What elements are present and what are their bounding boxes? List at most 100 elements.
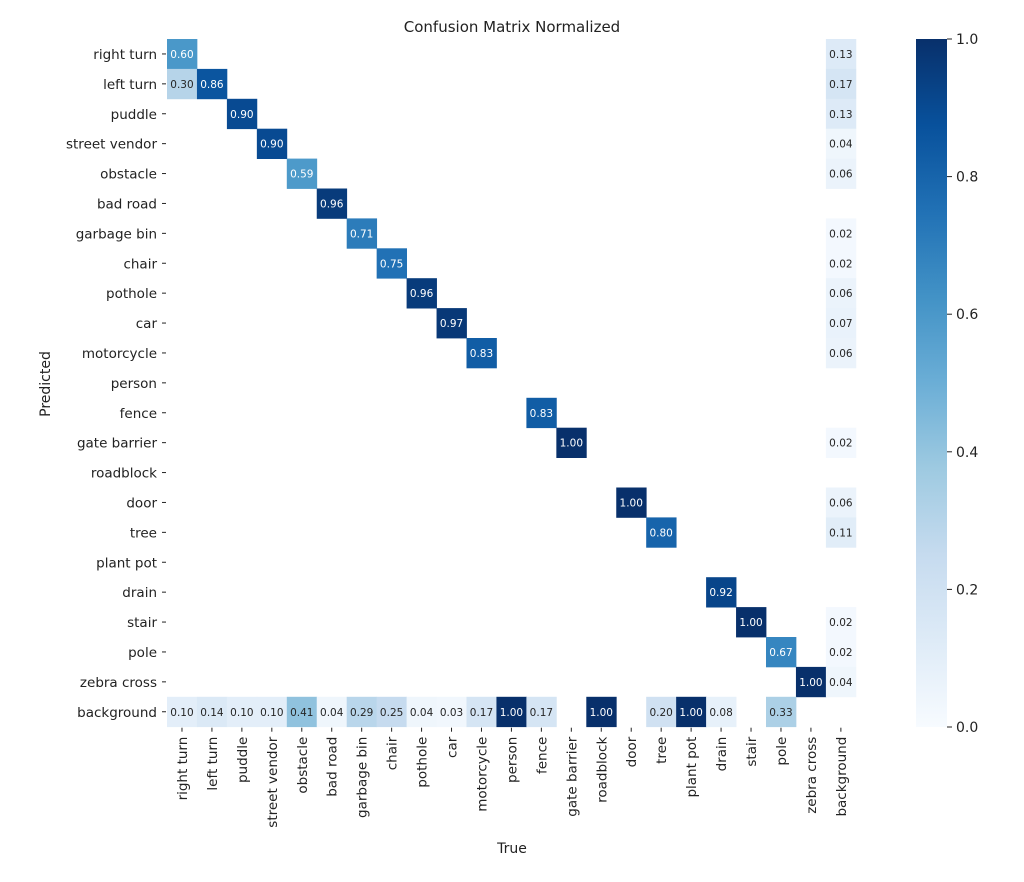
y-tick-label: obstacle	[100, 167, 157, 183]
heatmap-cell	[825, 338, 857, 369]
cell-value-label: 0.96	[320, 198, 344, 210]
y-tick-label: fence	[120, 406, 157, 422]
x-tick-label: drain	[714, 737, 730, 772]
cell-value-label: 0.04	[410, 707, 434, 719]
y-tick-label: plant pot	[96, 555, 157, 571]
heatmap-cell	[646, 517, 677, 548]
y-tick-label: garbage bin	[76, 226, 157, 242]
x-tick-label: motorcycle	[474, 737, 490, 812]
cell-value-label: 0.20	[649, 707, 672, 719]
heatmap-cell	[346, 696, 378, 728]
x-tick-label: garbage bin	[355, 737, 371, 818]
cell-value-label: 0.03	[440, 707, 463, 719]
x-tick-labels: right turn left turn puddle street vendor ob…	[175, 727, 850, 828]
x-tick-label: zebra cross	[804, 737, 820, 814]
heatmap-cell	[676, 696, 707, 728]
x-tick-label: left turn	[205, 737, 221, 791]
heatmap-cell	[706, 696, 737, 728]
cell-value-label: 0.90	[260, 139, 283, 151]
cell-value-label: 0.08	[709, 707, 732, 719]
cell-value-label: 0.10	[260, 707, 283, 719]
x-tick-label: pole	[774, 737, 790, 766]
cell-value-label: 0.06	[829, 169, 853, 181]
heatmap-cell	[825, 487, 857, 518]
cell-value-label: 0.10	[170, 707, 193, 719]
heatmap-cell	[825, 128, 857, 159]
cell-value-label: 0.83	[470, 348, 493, 360]
x-tick-label: street vendor	[265, 736, 281, 827]
colorbar-tick-label: 0.0	[956, 720, 978, 736]
heatmap-cell	[825, 218, 857, 249]
heatmap-cell	[167, 696, 198, 728]
heatmap-cell	[286, 158, 318, 189]
heatmap-cell	[586, 696, 617, 728]
heatmap-cell	[167, 68, 198, 100]
heatmap-cell	[376, 696, 407, 728]
x-axis-label: True	[496, 841, 527, 857]
heatmap-cell	[556, 427, 587, 458]
heatmap-cell	[825, 248, 857, 279]
heatmap-cell	[825, 607, 857, 638]
cell-value-label: 0.67	[769, 647, 792, 659]
cell-value-label: 0.30	[170, 79, 193, 91]
colorbar-ticks: 0.0 0.2 0.4 0.6 0.8 1.0	[947, 32, 978, 736]
cell-value-label: 0.07	[829, 318, 852, 330]
cell-value-label: 1.00	[799, 677, 822, 689]
colorbar-tick-label: 0.2	[956, 582, 978, 598]
cell-value-label: 0.96	[410, 288, 434, 300]
heatmap-cell	[226, 98, 258, 130]
cell-value-label: 0.75	[380, 258, 403, 270]
cell-value-label: 0.86	[200, 79, 224, 91]
cell-value-label: 0.60	[170, 49, 193, 61]
heatmap-cell	[316, 696, 348, 728]
x-tick-label: tree	[654, 737, 670, 764]
y-tick-label: background	[77, 705, 157, 721]
cell-value-label: 0.06	[829, 348, 853, 360]
y-tick-label: person	[111, 376, 157, 392]
x-tick-label: stair	[744, 736, 760, 766]
heatmap-cell	[825, 278, 857, 309]
cell-value-label: 1.00	[500, 707, 523, 719]
cell-value-label: 0.10	[230, 707, 253, 719]
x-tick-label: fence	[534, 737, 550, 774]
cell-value-label: 1.00	[590, 707, 613, 719]
heatmap-cell	[766, 637, 797, 668]
heatmap-cell	[466, 696, 497, 728]
x-tick-label: person	[504, 737, 520, 783]
heatmap-cell	[616, 487, 647, 518]
y-tick-label: motorcycle	[82, 346, 157, 362]
colorbar-tick-label: 1.0	[956, 32, 978, 48]
y-tick-label: puddle	[111, 107, 157, 123]
cell-value-label: 0.17	[470, 707, 493, 719]
heatmap-cell	[825, 39, 857, 70]
cell-value-label: 0.04	[320, 707, 344, 719]
cell-value-label: 1.00	[560, 438, 583, 450]
y-tick-label: zebra cross	[80, 675, 157, 691]
heatmap-cell	[526, 696, 557, 728]
x-tick-label: bad road	[325, 737, 341, 797]
heatmap-cell	[825, 98, 857, 130]
heatmap-cell	[825, 427, 857, 458]
cell-value-label: 0.33	[769, 707, 792, 719]
x-tick-label: obstacle	[295, 737, 311, 794]
x-tick-label: door	[624, 736, 640, 767]
cell-value-label: 0.71	[350, 228, 373, 240]
x-tick-label: background	[834, 737, 850, 817]
cell-value-label: 1.00	[679, 707, 702, 719]
cell-value-label: 0.83	[530, 408, 553, 420]
colorbar-tick-label: 0.6	[956, 307, 978, 323]
y-tick-label: car	[136, 316, 158, 332]
cell-value-label: 0.02	[829, 647, 852, 659]
x-tick-label: car	[445, 736, 461, 758]
y-tick-label: pothole	[106, 286, 157, 302]
cell-value-label: 0.17	[530, 707, 553, 719]
heatmap-cell	[526, 397, 557, 429]
cell-value-label: 0.25	[380, 707, 403, 719]
y-tick-label: roadblock	[91, 466, 157, 482]
heatmap-cell	[825, 158, 857, 189]
heatmap-cell	[795, 666, 827, 698]
heatmap-cell	[406, 696, 437, 728]
heatmap-cell	[825, 637, 857, 668]
